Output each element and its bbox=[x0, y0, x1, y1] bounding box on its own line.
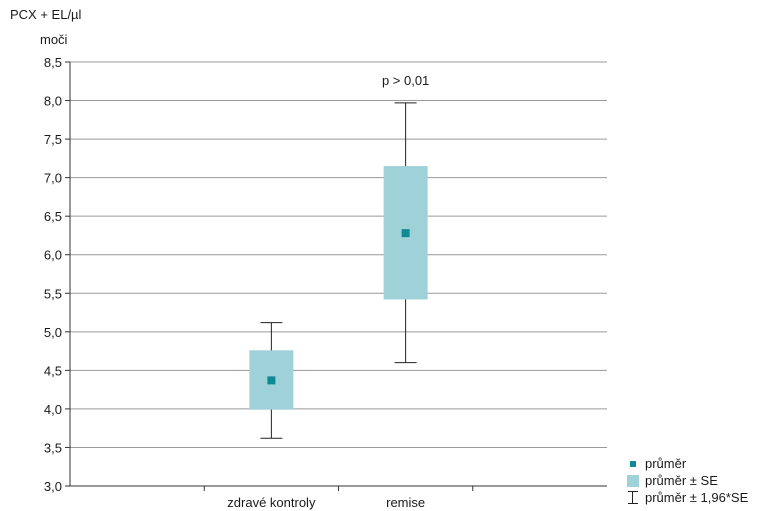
legend: průměr průměr ± SE průměr ± 1,96*SE bbox=[624, 455, 748, 506]
y-tick-label: 4,0 bbox=[44, 402, 62, 417]
y-tick-label: 3,0 bbox=[44, 479, 62, 494]
legend-item-se: průměr ± SE bbox=[624, 472, 748, 489]
y-tick-label: 4,5 bbox=[44, 363, 62, 378]
legend-ci-label: průměr ± 1,96*SE bbox=[645, 490, 749, 505]
mean-marker bbox=[401, 229, 410, 238]
y-tick-label: 6,5 bbox=[44, 209, 62, 224]
legend-se-label: průměr ± SE bbox=[645, 473, 718, 488]
legend-mean-square-icon bbox=[624, 455, 642, 472]
legend-se-box-icon bbox=[624, 472, 642, 489]
x-tick-label: zdravé kontroly bbox=[227, 495, 316, 510]
y-tick-label: 5,5 bbox=[44, 286, 62, 301]
y-tick-label: 3,5 bbox=[44, 440, 62, 455]
y-tick-label: 8,0 bbox=[44, 94, 62, 109]
mean-marker bbox=[267, 376, 276, 385]
y-axis-title-line2: moči bbox=[40, 32, 68, 47]
p-value-annotation: p > 0,01 bbox=[382, 73, 429, 88]
y-tick-label: 6,0 bbox=[44, 248, 62, 263]
x-tick-label: remise bbox=[386, 495, 425, 510]
y-tick-label: 5,0 bbox=[44, 325, 62, 340]
y-axis-title-line1: PCX + EL/µl bbox=[10, 7, 82, 22]
legend-item-mean: průměr bbox=[624, 455, 748, 472]
y-tick-label: 8,5 bbox=[44, 55, 62, 70]
y-tick-label: 7,5 bbox=[44, 132, 62, 147]
legend-item-ci: průměr ± 1,96*SE bbox=[624, 489, 748, 506]
y-tick-label: 7,0 bbox=[44, 171, 62, 186]
legend-mean-label: průměr bbox=[645, 456, 687, 471]
legend-whisker-icon bbox=[624, 489, 642, 506]
